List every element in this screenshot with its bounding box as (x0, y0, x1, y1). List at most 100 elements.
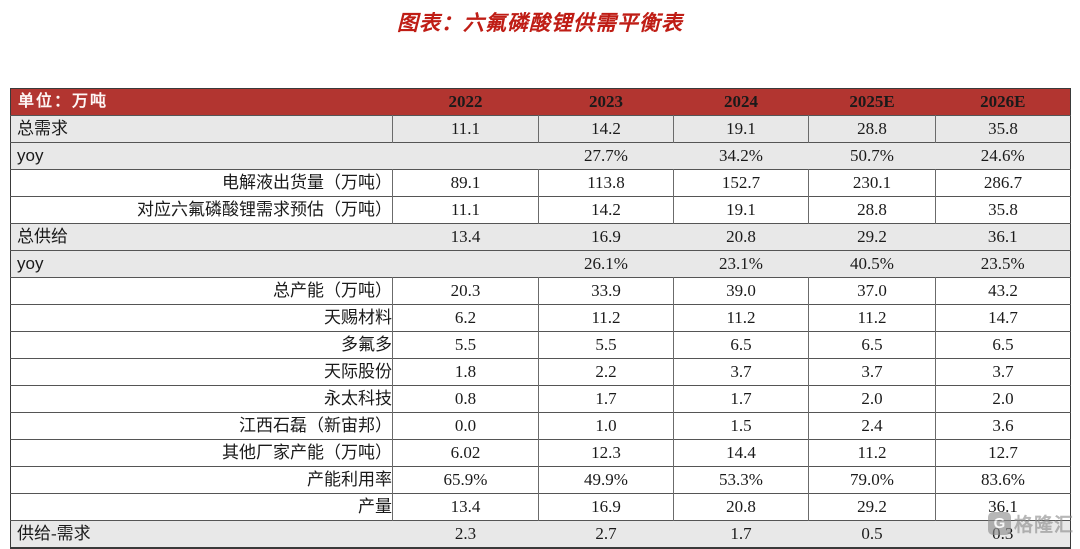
year-header-2026e: 2026E (935, 88, 1071, 116)
table-row: 对应六氟磷酸锂需求预估（万吨） 11.1 14.2 19.1 28.8 35.8 (10, 196, 1071, 224)
cell-value: 11.2 (808, 304, 936, 332)
cell-value: 14.2 (538, 115, 674, 143)
cell-value: 53.3% (673, 466, 809, 494)
cell-value: 3.7 (935, 358, 1071, 386)
cell-value: 11.1 (392, 196, 539, 224)
cell-value: 2.7 (538, 520, 674, 548)
row-label: yoy (10, 142, 393, 170)
cell-value: 0.0 (392, 412, 539, 440)
supply-demand-table: 单位：万吨 2022 2023 2024 2025E 2026E 总需求 11.1… (10, 88, 1071, 549)
cell-value: 12.3 (538, 439, 674, 467)
cell-value: 20.8 (673, 493, 809, 521)
cell-value: 2.4 (808, 412, 936, 440)
cell-value: 1.7 (538, 385, 674, 413)
row-label: 永太科技 (10, 385, 393, 413)
table-row: 产能利用率 65.9% 49.9% 53.3% 79.0% 83.6% (10, 466, 1071, 494)
cell-value: 14.7 (935, 304, 1071, 332)
table-header-row: 单位：万吨 2022 2023 2024 2025E 2026E (10, 88, 1071, 116)
cell-value: 11.2 (673, 304, 809, 332)
gelonghui-watermark: G 格隆汇 (987, 510, 1074, 537)
cell-value (392, 142, 539, 170)
cell-value: 2.2 (538, 358, 674, 386)
cell-value: 6.02 (392, 439, 539, 467)
cell-value: 2.0 (935, 385, 1071, 413)
cell-value: 23.1% (673, 250, 809, 278)
cell-value: 2.3 (392, 520, 539, 548)
cell-value: 16.9 (538, 493, 674, 521)
cell-value: 14.4 (673, 439, 809, 467)
cell-value: 3.7 (808, 358, 936, 386)
cell-value: 1.7 (673, 520, 809, 548)
cell-value: 16.9 (538, 223, 674, 251)
table-row: yoy 26.1% 23.1% 40.5% 23.5% (10, 250, 1071, 278)
cell-value: 20.8 (673, 223, 809, 251)
cell-value: 6.2 (392, 304, 539, 332)
table-row: 总供给 13.4 16.9 20.8 29.2 36.1 (10, 223, 1071, 251)
cell-value: 33.9 (538, 277, 674, 305)
cell-value (392, 250, 539, 278)
cell-value: 0.5 (808, 520, 936, 548)
cell-value: 29.2 (808, 493, 936, 521)
cell-value: 113.8 (538, 169, 674, 197)
cell-value: 6.5 (808, 331, 936, 359)
unit-header-cell: 单位：万吨 (10, 88, 393, 116)
cell-value: 0.8 (392, 385, 539, 413)
row-label: 总需求 (10, 115, 393, 143)
cell-value: 6.5 (673, 331, 809, 359)
cell-value: 28.8 (808, 196, 936, 224)
cell-value: 1.0 (538, 412, 674, 440)
cell-value: 13.4 (392, 223, 539, 251)
cell-value: 1.8 (392, 358, 539, 386)
row-label: 产能利用率 (10, 466, 393, 494)
table-row: yoy 27.7% 34.2% 50.7% 24.6% (10, 142, 1071, 170)
cell-value: 286.7 (935, 169, 1071, 197)
row-label: 对应六氟磷酸锂需求预估（万吨） (10, 196, 393, 224)
year-header-2022: 2022 (392, 88, 539, 116)
table-row: 江西石磊（新宙邦） 0.0 1.0 1.5 2.4 3.6 (10, 412, 1071, 440)
cell-value: 39.0 (673, 277, 809, 305)
table-row: 总产能（万吨） 20.3 33.9 39.0 37.0 43.2 (10, 277, 1071, 305)
year-header-2025e: 2025E (808, 88, 936, 116)
year-header-2024: 2024 (673, 88, 809, 116)
cell-value: 11.1 (392, 115, 539, 143)
table-row: 永太科技 0.8 1.7 1.7 2.0 2.0 (10, 385, 1071, 413)
row-label: 其他厂家产能（万吨） (10, 439, 393, 467)
cell-value: 2.0 (808, 385, 936, 413)
cell-value: 1.5 (673, 412, 809, 440)
cell-value: 89.1 (392, 169, 539, 197)
cell-value: 152.7 (673, 169, 809, 197)
row-label: 供给-需求 (10, 520, 393, 548)
row-label: 天赐材料 (10, 304, 393, 332)
table-row: 电解液出货量（万吨） 89.1 113.8 152.7 230.1 286.7 (10, 169, 1071, 197)
cell-value: 3.7 (673, 358, 809, 386)
year-header-2023: 2023 (538, 88, 674, 116)
table-row: 产量 13.4 16.9 20.8 29.2 36.1 (10, 493, 1071, 521)
cell-value: 19.1 (673, 115, 809, 143)
cell-value: 34.2% (673, 142, 809, 170)
cell-value: 13.4 (392, 493, 539, 521)
cell-value: 65.9% (392, 466, 539, 494)
cell-value: 24.6% (935, 142, 1071, 170)
cell-value: 6.5 (935, 331, 1071, 359)
table-body: 总需求 11.1 14.2 19.1 28.8 35.8 yoy 27.7% 34.2% 50.7… (10, 115, 1071, 548)
cell-value: 37.0 (808, 277, 936, 305)
cell-value: 1.7 (673, 385, 809, 413)
table-row: 多氟多 5.5 5.5 6.5 6.5 6.5 (10, 331, 1071, 359)
cell-value: 29.2 (808, 223, 936, 251)
row-label: 天际股份 (10, 358, 393, 386)
row-label: 总供给 (10, 223, 393, 251)
cell-value: 26.1% (538, 250, 674, 278)
cell-value: 35.8 (935, 115, 1071, 143)
cell-value: 11.2 (808, 439, 936, 467)
cell-value: 36.1 (935, 223, 1071, 251)
cell-value: 50.7% (808, 142, 936, 170)
cell-value: 49.9% (538, 466, 674, 494)
cell-value: 20.3 (392, 277, 539, 305)
cell-value: 12.7 (935, 439, 1071, 467)
row-label: 江西石磊（新宙邦） (10, 412, 393, 440)
row-label: 电解液出货量（万吨） (10, 169, 393, 197)
cell-value: 19.1 (673, 196, 809, 224)
cell-value: 83.6% (935, 466, 1071, 494)
cell-value: 5.5 (392, 331, 539, 359)
cell-value: 3.6 (935, 412, 1071, 440)
